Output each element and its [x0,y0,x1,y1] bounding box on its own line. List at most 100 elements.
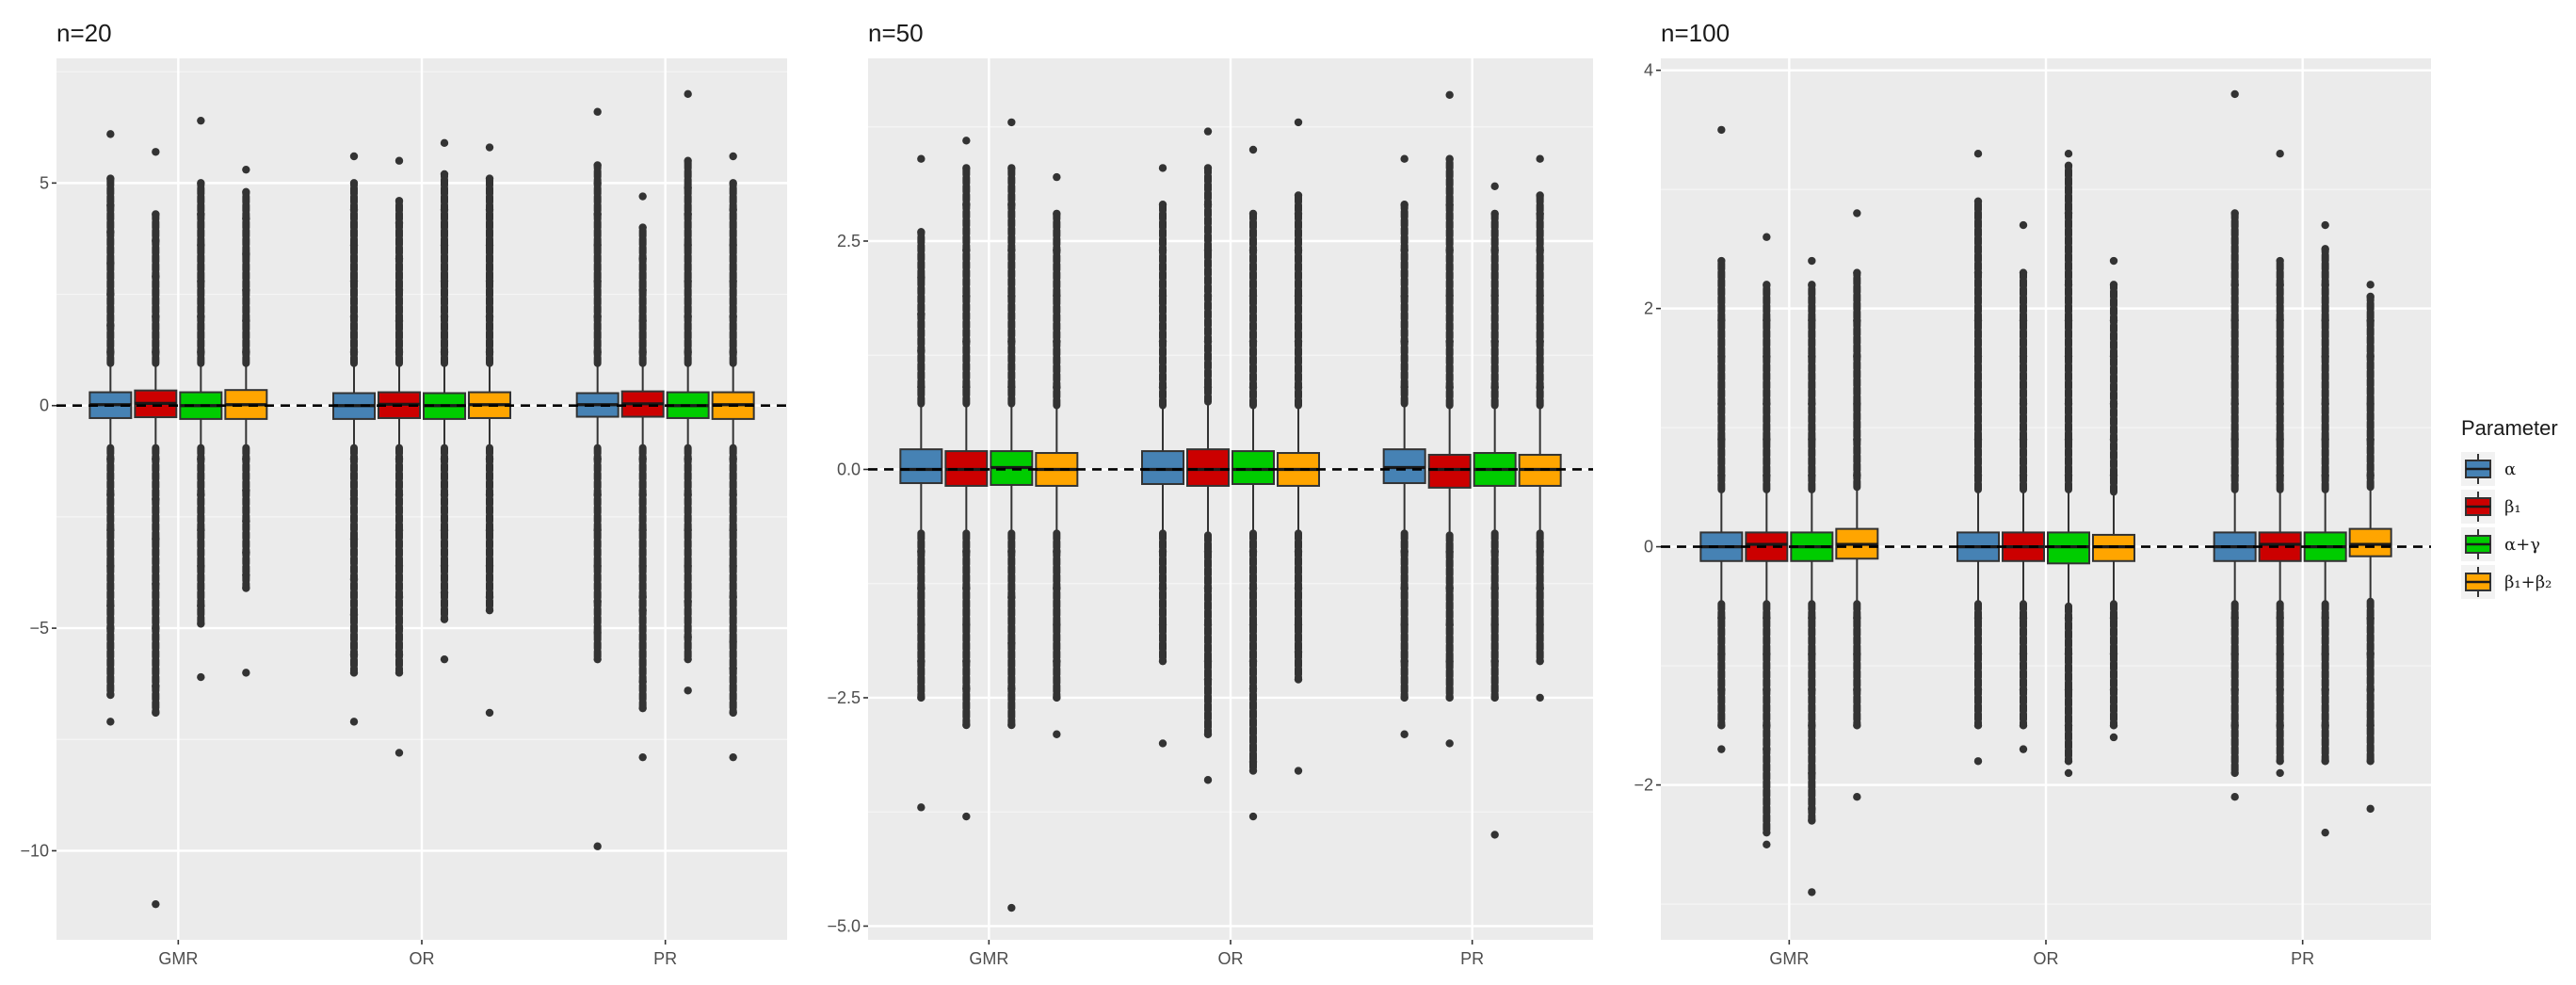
outlier-point [638,192,647,201]
outlier-point [2230,793,2239,801]
box-alpha [2213,89,2257,801]
outlier-point [1763,233,1771,241]
panel-2: 2.5 0.0 −2.5 −5.0 GMR OR PR n=50 [827,19,1593,968]
legend-items: α β₁ α+γ β₁+β₂ [2461,452,2552,599]
y-tick-label: −2 [1634,776,1653,795]
box-beta1 [620,192,665,762]
outlier-point [2366,281,2375,289]
legend-item-alpha-plus-gamma: α+γ [2461,527,2540,561]
box-rect [1141,450,1184,485]
legend-item-beta1: β₁ [2461,490,2521,524]
outlier-point [1445,90,1454,99]
outlier-point [1400,730,1409,738]
outlier-point [152,899,160,909]
panel-3: 4 2 0 −2 GMR OR PR n=100 [1634,19,2431,968]
legend-label: β₁+β₂ [2504,573,2552,592]
y-tick-label: 0 [1644,538,1653,557]
box-alpha [332,152,376,726]
y-tick-label: 5 [40,173,49,192]
box-alpha-plus-gamma [990,118,1034,912]
legend-item-alpha: α [2461,452,2516,486]
outlier-point [349,718,359,726]
outlier-point [349,152,359,161]
x-tick-label-pr: PR [2291,949,2314,968]
box-alpha [575,107,620,850]
outlier-point [440,138,449,148]
outlier-point [2064,149,2073,158]
outlier-point [729,152,737,161]
outlier-point [1248,145,1258,154]
x-tick-label-pr: PR [653,949,677,968]
outlier-point [106,718,115,726]
outlier-point [2366,804,2375,814]
box-beta1-plus-beta2 [2348,281,2392,814]
outlier-point [638,752,647,762]
outlier-point [2019,220,2028,230]
outlier-point [1536,154,1544,163]
y-tick-label: −5 [29,619,49,638]
group-pr [2213,89,2392,837]
panel-title: n=100 [1661,19,1730,47]
outlier-point [197,116,205,125]
legend-title: Parameter [2461,416,2558,440]
box-beta1-plus-beta2 [1035,172,1079,738]
y-tick-label: 2 [1644,299,1653,318]
x-tick-label-or: OR [1218,949,1244,968]
box-alpha [1141,164,1184,748]
box-beta1 [2002,220,2045,753]
box-beta1 [1745,233,1789,849]
box-beta1-plus-beta2 [224,165,268,677]
outlier-point [729,752,737,762]
outlier-point [1007,903,1016,912]
outlier-point [1203,127,1213,136]
box-rect [1186,448,1230,487]
outlier-point [684,686,692,695]
box-rect [1427,453,1472,489]
outlier-point [1853,793,1861,801]
legend: Parameter α β₁ α+γ β₁+β₂ [2461,416,2558,599]
x-tick-label-or: OR [2034,949,2059,968]
box-alpha [899,154,943,812]
outlier-point [1248,812,1258,821]
outlier-point [917,803,926,812]
outlier-point [394,156,404,165]
outlier-point [962,137,971,145]
outlier-point [2230,89,2239,99]
box-alpha-plus-gamma [666,89,710,695]
outlier-point [1203,776,1213,784]
outlier-point [2064,768,2073,778]
outlier-point [2276,149,2284,158]
group-gmr [899,118,1079,912]
outlier-point [684,89,692,99]
outlier-point [2109,256,2118,266]
outlier-point [962,812,971,821]
outlier-point [1445,739,1454,748]
group-or [1141,118,1320,821]
box-rect [2258,531,2302,562]
outlier-point [2321,828,2329,837]
outlier-point [394,749,404,757]
outlier-point [593,107,602,116]
box-beta1 [944,137,989,821]
box-rect [1232,450,1275,485]
x-tick-label-or: OR [410,949,435,968]
outlier-point [1053,172,1061,182]
outlier-point [1007,118,1016,127]
outlier-point [2019,745,2028,753]
outlier-point [1053,730,1061,738]
outlier-point [485,708,494,718]
outlier-point [593,842,602,850]
box-alpha [1956,149,2000,766]
box-rect [2348,527,2392,557]
panel-1: 5 0 −5 −10 GMR OR PR n=20 [20,19,787,968]
outlier-point [242,165,250,174]
outlier-point [1400,154,1409,163]
outlier-point [1973,149,1983,158]
outlier-point [2321,220,2329,230]
outlier-point [1490,831,1499,839]
legend-label: α+γ [2504,535,2540,555]
outlier-point [152,148,160,156]
group-gmr [1699,125,1879,896]
outlier-point [2276,768,2284,778]
box-beta1-plus-beta2 [1277,118,1320,775]
